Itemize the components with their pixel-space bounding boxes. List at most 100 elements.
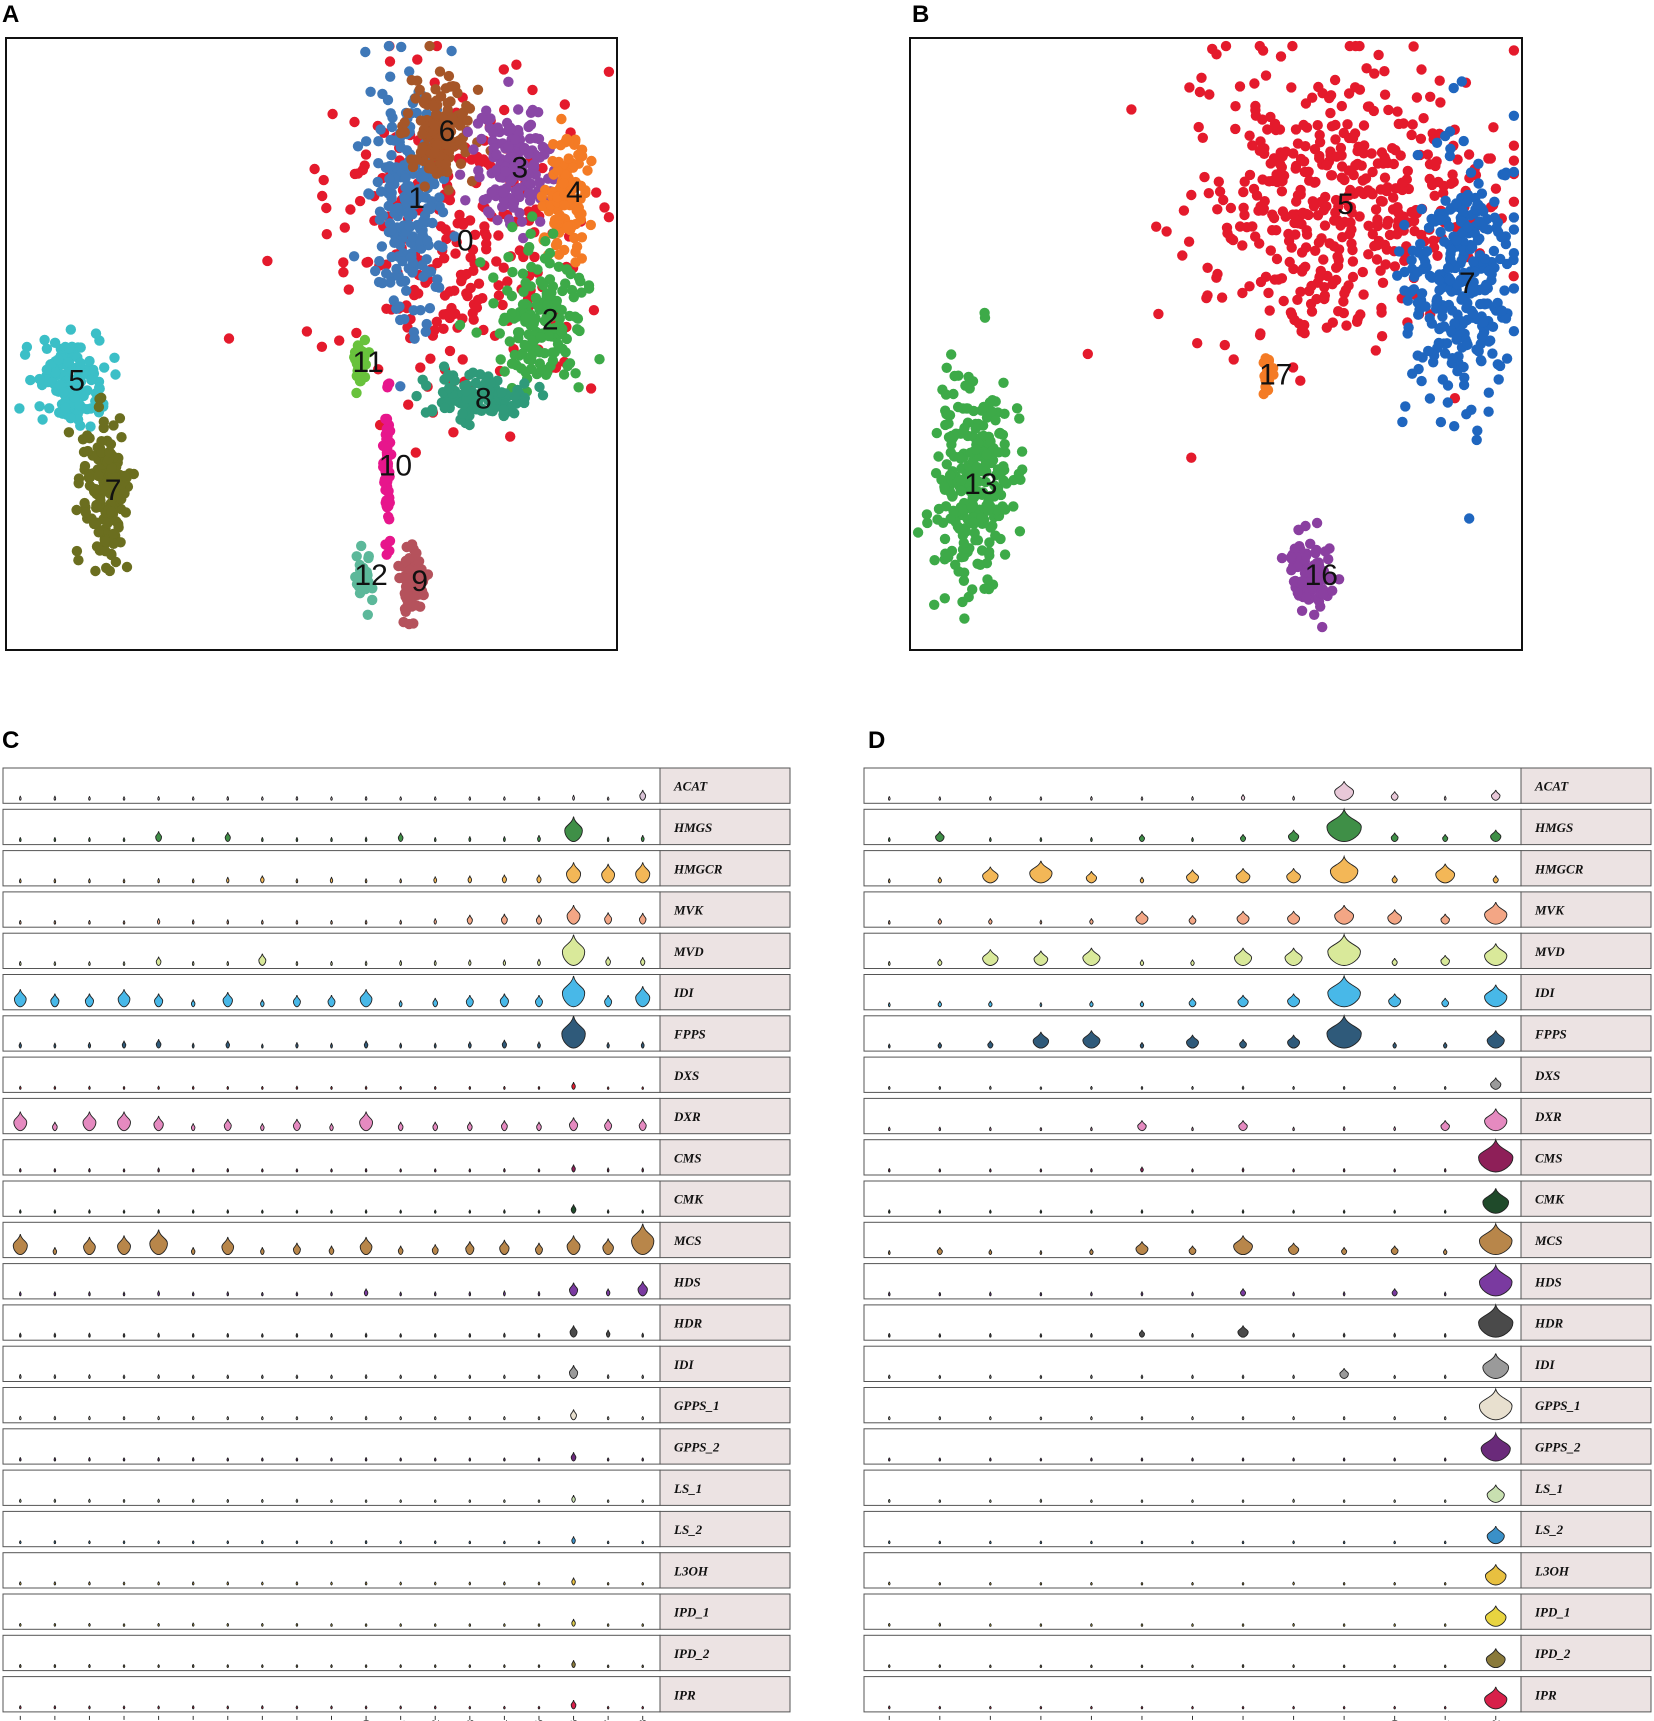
scatter-point — [98, 416, 110, 427]
violin-row-hmgcr: HMGCR — [863, 850, 1652, 887]
violin-mark — [226, 919, 230, 925]
violin-mark — [503, 1705, 506, 1710]
violin-mark — [468, 959, 472, 966]
x-tick-label: 12 — [430, 1720, 442, 1721]
scatter-point — [1016, 446, 1028, 457]
scatter-point — [493, 290, 505, 301]
scatter-point — [1211, 49, 1222, 60]
scatter-point — [435, 221, 447, 232]
scatter-point — [1494, 360, 1506, 372]
violin-mark — [1140, 1623, 1144, 1627]
scatter-point — [499, 366, 510, 377]
scatter-point — [943, 432, 955, 443]
violin-row-l3oh: L3OH — [863, 1552, 1652, 1589]
scatter-point — [79, 497, 90, 509]
violin-mark — [330, 1705, 333, 1710]
violin-mark — [536, 1121, 542, 1132]
violin-mark — [537, 1499, 541, 1503]
violin-mark — [330, 1086, 333, 1090]
violin-mark — [53, 837, 57, 843]
scatter-point — [383, 485, 394, 497]
violin-mark — [606, 1167, 610, 1173]
violin-mark — [1140, 1086, 1144, 1090]
violin-mark — [1240, 834, 1247, 843]
scatter-point — [382, 94, 394, 106]
scatter-point — [1292, 587, 1304, 599]
violin-mark — [399, 1499, 402, 1503]
scatter-point — [1380, 259, 1391, 270]
violin-mark — [1241, 1623, 1245, 1627]
scatter-point — [1398, 118, 1409, 129]
cluster-7-points — [1392, 76, 1520, 524]
scatter-point — [1289, 543, 1301, 554]
violin-mark — [1486, 1030, 1505, 1049]
violin-mark — [191, 1457, 195, 1462]
cluster-10-points — [377, 378, 397, 560]
scatter-point — [968, 517, 979, 528]
violin-mark — [53, 1457, 57, 1462]
scatter-point — [1184, 82, 1195, 93]
scatter-point — [1197, 132, 1209, 143]
violin-mark — [1139, 1042, 1145, 1049]
scatter-point — [379, 474, 390, 485]
violin-mark — [989, 1540, 992, 1545]
violin-mark — [468, 1374, 472, 1379]
scatter-point — [1424, 173, 1435, 185]
scatter-point — [1295, 286, 1306, 297]
gene-label-box — [659, 1056, 791, 1093]
violin-mark — [122, 878, 126, 884]
scatter-point — [1277, 175, 1288, 187]
scatter-point — [591, 187, 602, 198]
scatter-point — [1220, 40, 1232, 52]
scatter-point — [1309, 609, 1320, 620]
scatter-point — [1448, 82, 1459, 94]
scatter-point — [1379, 66, 1390, 77]
scatter-point — [1420, 301, 1431, 312]
scatter-point — [507, 221, 518, 233]
scatter-point — [80, 507, 92, 518]
violin-mark — [1090, 1126, 1093, 1132]
scatter-point — [1407, 245, 1419, 256]
scatter-point — [1263, 287, 1274, 299]
scatter-point — [317, 190, 328, 202]
gene-label: LS_1 — [673, 1481, 702, 1496]
gene-label: DXS — [673, 1068, 699, 1083]
violin-mark — [887, 1002, 891, 1008]
violin-mark — [537, 1291, 541, 1297]
scatter-point — [1082, 348, 1094, 360]
scatter-point — [375, 186, 387, 197]
violin-mark — [364, 1540, 368, 1545]
scatter-point — [384, 173, 395, 185]
scatter-point — [262, 255, 273, 267]
violin-mark — [606, 1623, 610, 1627]
scatter-point — [1390, 145, 1401, 156]
scatter-point — [1254, 238, 1265, 249]
violin-mark — [53, 1415, 57, 1421]
scatter-point — [1363, 220, 1374, 231]
gene-label-box — [1520, 1263, 1652, 1300]
scatter-point — [1433, 337, 1445, 349]
violin-mark — [1236, 910, 1250, 925]
violin-mark — [1135, 1241, 1149, 1256]
scatter-point — [1268, 212, 1280, 224]
scatter-point — [47, 377, 58, 388]
violin-mark — [1292, 795, 1295, 801]
scatter-point — [1412, 297, 1424, 308]
scatter-point — [450, 248, 461, 259]
violin-mark — [1393, 1332, 1396, 1338]
violin-mark — [191, 1540, 195, 1545]
violin-row-ls_2: LS_2 — [863, 1510, 1652, 1548]
scatter-point — [1221, 222, 1233, 233]
scatter-point — [1295, 375, 1306, 386]
violin-mark — [295, 1332, 299, 1338]
scatter-point — [1326, 170, 1338, 181]
scatter-point — [1456, 255, 1467, 266]
violin-mark — [468, 796, 472, 801]
violin-mark — [190, 1247, 196, 1256]
violin-mark — [1241, 1540, 1245, 1545]
scatter-point — [1367, 229, 1379, 240]
scatter-point — [975, 559, 986, 570]
violin-mark — [1443, 1540, 1447, 1545]
scatter-point — [997, 429, 1009, 440]
violin-mark — [155, 831, 162, 843]
